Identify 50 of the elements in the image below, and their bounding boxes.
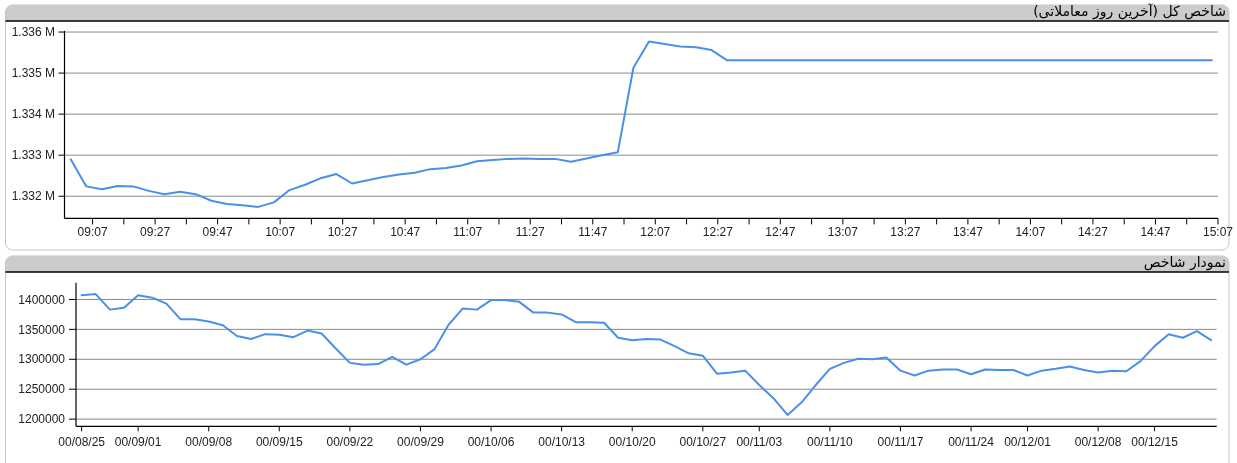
y-tick-label: 1.334 M bbox=[11, 107, 55, 122]
x-tick-label: 00/11/03 bbox=[736, 435, 783, 449]
x-tick-label: 00/11/17 bbox=[877, 435, 924, 449]
y-tick-label: 1.336 M bbox=[11, 25, 55, 40]
x-tick-label: 12:07 bbox=[640, 225, 671, 239]
x-tick-label: 13:27 bbox=[890, 225, 921, 239]
line-series bbox=[69, 40, 1213, 208]
x-tick-label: 11:07 bbox=[453, 225, 483, 239]
x-tick-label: 11:27 bbox=[515, 225, 546, 239]
x-tick-label: 13:47 bbox=[952, 225, 984, 239]
x-tick-label: 14:47 bbox=[1140, 225, 1171, 239]
x-tick-label: 10:47 bbox=[390, 225, 421, 239]
x-tick-label: 00/11/24 bbox=[948, 435, 995, 449]
x-tick-label: 00/12/15 bbox=[1131, 435, 1179, 449]
x-tick-label: 14:07 bbox=[1015, 225, 1046, 239]
x-tick-label: 00/11/10 bbox=[806, 435, 854, 449]
x-tick-label: 00/09/08 bbox=[185, 435, 233, 449]
y-tick-label: 1.333 M bbox=[11, 148, 55, 163]
x-tick-label: 09:47 bbox=[202, 225, 233, 239]
x-tick-label: 00/10/20 bbox=[608, 435, 656, 449]
x-tick-label: 12:27 bbox=[702, 225, 734, 239]
x-tick-label: 09:07 bbox=[77, 225, 108, 239]
x-tick-label: 00/12/08 bbox=[1074, 435, 1122, 449]
y-tick-label: 1300000 bbox=[18, 352, 66, 367]
x-tick-label: 15:07 bbox=[1202, 225, 1234, 239]
x-tick-label: 00/09/15 bbox=[255, 435, 303, 449]
chart-title: نمودار شاخص bbox=[1143, 254, 1226, 271]
y-tick-label: 1350000 bbox=[18, 322, 66, 337]
x-tick-label: 00/10/13 bbox=[538, 435, 586, 449]
y-tick-label: 1200000 bbox=[18, 412, 66, 427]
x-tick-label: 00/10/27 bbox=[679, 435, 727, 449]
y-tick-label: 1.332 M bbox=[11, 189, 55, 204]
x-tick-label: 09:27 bbox=[140, 225, 171, 239]
x-tick-label: 14:27 bbox=[1077, 225, 1109, 239]
x-tick-label: 00/09/22 bbox=[326, 435, 374, 449]
x-tick-label: 00/10/06 bbox=[467, 435, 515, 449]
x-tick-label: 00/08/25 bbox=[58, 435, 106, 449]
x-tick-label: 10:27 bbox=[327, 225, 359, 239]
x-tick-label: 10:07 bbox=[265, 225, 296, 239]
line-series bbox=[80, 293, 1213, 416]
x-tick-label: 13:07 bbox=[827, 225, 859, 239]
x-tick-label: 00/09/29 bbox=[397, 435, 445, 449]
x-tick-label: 11:47 bbox=[578, 225, 608, 239]
y-tick-label: 1400000 bbox=[18, 292, 66, 307]
y-tick-label: 1250000 bbox=[18, 382, 66, 397]
y-tick-label: 1.335 M bbox=[11, 66, 55, 81]
x-tick-label: 00/09/01 bbox=[114, 435, 162, 449]
chart-title: شاخص کل (آخرین روز معاملاتی) bbox=[1033, 3, 1226, 20]
x-tick-label: 00/12/01 bbox=[1004, 435, 1052, 449]
x-tick-label: 12:47 bbox=[765, 225, 796, 239]
